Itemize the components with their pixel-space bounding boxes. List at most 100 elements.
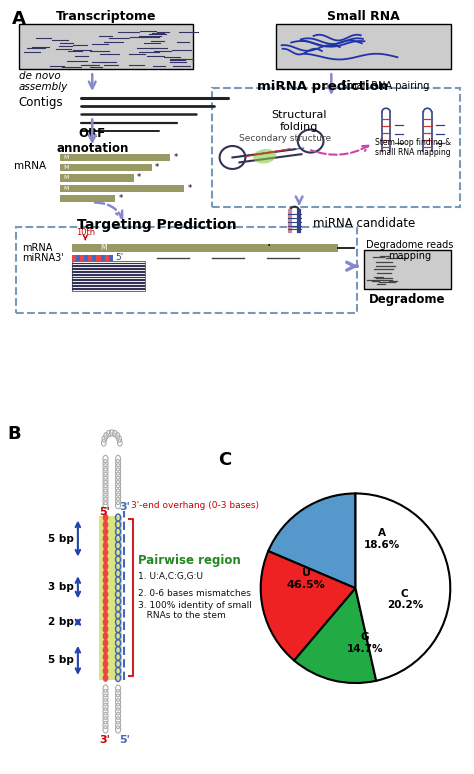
Text: 3': 3'	[119, 502, 130, 512]
Bar	[60, 184, 184, 192]
Ellipse shape	[253, 149, 276, 163]
Circle shape	[103, 570, 108, 577]
Circle shape	[103, 604, 108, 611]
Text: 1. U:A,C:G,G:U: 1. U:A,C:G,G:U	[138, 572, 203, 581]
Circle shape	[103, 674, 108, 681]
Bar	[72, 244, 338, 252]
Text: 5': 5'	[99, 507, 110, 517]
Wedge shape	[356, 494, 450, 681]
Text: 3 bp: 3 bp	[48, 582, 74, 592]
Text: 5 bp: 5 bp	[48, 656, 74, 666]
FancyBboxPatch shape	[276, 24, 451, 69]
Text: A: A	[12, 10, 26, 28]
Text: Pairwise region: Pairwise region	[138, 554, 241, 567]
Text: 2 bp: 2 bp	[48, 617, 74, 627]
Bar	[88, 255, 92, 261]
Text: M: M	[63, 176, 69, 180]
Circle shape	[103, 542, 108, 549]
Circle shape	[103, 632, 108, 639]
Bar	[60, 164, 152, 171]
Circle shape	[103, 556, 108, 563]
Circle shape	[103, 667, 108, 674]
Text: ·: ·	[267, 239, 271, 254]
Text: 3'-end overhang (0-3 bases): 3'-end overhang (0-3 bases)	[131, 501, 259, 510]
Text: 3': 3'	[99, 735, 110, 745]
Text: Structural
folding: Structural folding	[272, 111, 327, 132]
Text: miRNA3': miRNA3'	[22, 253, 64, 263]
Bar	[60, 195, 115, 202]
Bar	[60, 174, 134, 182]
Text: M: M	[63, 165, 69, 170]
Bar	[100, 255, 105, 261]
Text: ORF
annotation: ORF annotation	[56, 127, 128, 155]
Circle shape	[103, 625, 108, 632]
Text: Small RNA pairing: Small RNA pairing	[340, 80, 429, 91]
Bar	[109, 255, 113, 261]
FancyBboxPatch shape	[72, 262, 145, 291]
Text: 5 bp: 5 bp	[48, 533, 74, 543]
Text: Small RNA: Small RNA	[327, 10, 400, 22]
FancyBboxPatch shape	[18, 24, 193, 69]
Text: Stem loop finding &
small RNA mapping: Stem loop finding & small RNA mapping	[375, 138, 451, 157]
Text: mRNA: mRNA	[14, 161, 46, 171]
Text: Targeting Prediction: Targeting Prediction	[77, 218, 237, 232]
FancyBboxPatch shape	[99, 515, 122, 680]
Text: *: *	[187, 183, 191, 193]
Circle shape	[103, 660, 108, 667]
Text: M: M	[100, 243, 107, 252]
Text: 2. 0-6 bases mismatches: 2. 0-6 bases mismatches	[138, 589, 251, 598]
Text: M: M	[63, 155, 69, 160]
Circle shape	[103, 598, 108, 604]
Text: B: B	[8, 425, 21, 443]
Text: C
20.2%: C 20.2%	[387, 589, 423, 611]
Circle shape	[103, 563, 108, 570]
Text: miRNA candidate: miRNA candidate	[313, 217, 415, 230]
Wedge shape	[294, 588, 376, 683]
Bar	[76, 255, 80, 261]
Text: de novo
assembly: de novo assembly	[18, 70, 68, 92]
Circle shape	[103, 618, 108, 625]
Text: M: M	[63, 186, 69, 190]
Circle shape	[103, 591, 108, 598]
Text: Secondary structure: Secondary structure	[239, 134, 331, 143]
Text: *: *	[155, 163, 159, 173]
Wedge shape	[261, 551, 356, 660]
Text: *: *	[137, 173, 141, 183]
Circle shape	[103, 528, 108, 535]
Bar	[80, 255, 84, 261]
Text: 5': 5'	[115, 253, 124, 262]
Circle shape	[103, 639, 108, 646]
Text: A
18.6%: A 18.6%	[364, 528, 400, 550]
Text: U
46.5%: U 46.5%	[287, 568, 326, 590]
Text: Transcriptome: Transcriptome	[56, 10, 156, 22]
Text: 3. 100% identity of small
   RNAs to the stem: 3. 100% identity of small RNAs to the st…	[138, 601, 252, 620]
Bar	[84, 255, 88, 261]
Bar	[60, 154, 171, 161]
Wedge shape	[268, 494, 356, 588]
Text: *: *	[173, 153, 178, 162]
Circle shape	[103, 514, 108, 521]
Text: 5': 5'	[119, 735, 130, 745]
Text: Degradome reads
mapping: Degradome reads mapping	[366, 239, 453, 261]
Circle shape	[103, 521, 108, 528]
FancyBboxPatch shape	[364, 250, 451, 289]
Circle shape	[103, 646, 108, 653]
Circle shape	[103, 653, 108, 660]
Circle shape	[103, 577, 108, 584]
Text: Degradome: Degradome	[369, 293, 446, 306]
Text: Contigs: Contigs	[18, 96, 64, 108]
Bar	[96, 255, 100, 261]
Text: C: C	[218, 450, 231, 469]
Text: 10th: 10th	[76, 228, 95, 237]
Text: G
14.7%: G 14.7%	[346, 632, 383, 654]
Bar	[105, 255, 109, 261]
Bar	[72, 255, 76, 261]
Bar	[92, 255, 96, 261]
Text: miRNA prediction: miRNA prediction	[256, 80, 388, 93]
Circle shape	[103, 611, 108, 618]
Circle shape	[103, 535, 108, 542]
Text: mRNA: mRNA	[22, 243, 53, 253]
Circle shape	[103, 549, 108, 556]
Text: *: *	[118, 194, 123, 203]
Circle shape	[103, 584, 108, 591]
